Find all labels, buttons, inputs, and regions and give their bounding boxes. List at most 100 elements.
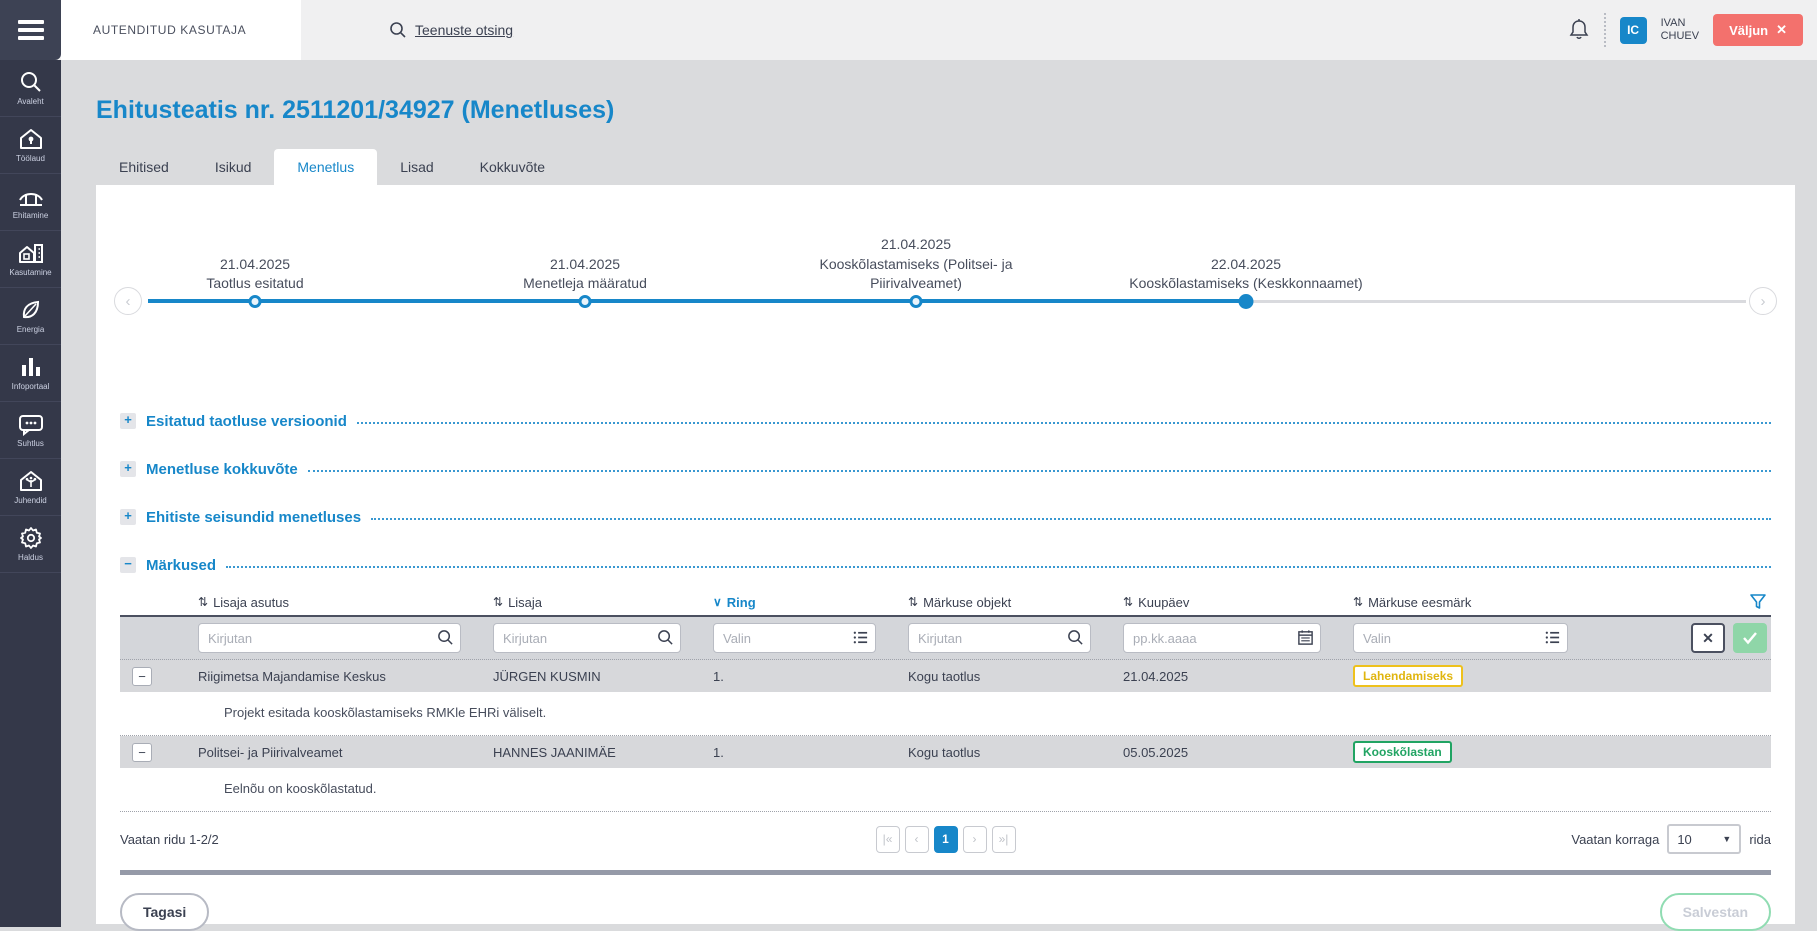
timeline-next-button[interactable]: ›: [1749, 287, 1777, 315]
first-page-button[interactable]: |«: [876, 826, 900, 853]
column-header-lisaja[interactable]: ⇅Lisaja: [471, 595, 691, 610]
section-markused: − Märkused: [120, 541, 1771, 589]
gear-icon: [19, 526, 43, 550]
sidebar-item-energia[interactable]: Energia: [0, 288, 61, 345]
timeline-dot-done[interactable]: [249, 295, 262, 308]
sidebar-item-infoportaal[interactable]: Infoportaal: [0, 345, 61, 402]
sidebar-item-ehitamine[interactable]: Ehitamine: [0, 174, 61, 231]
dotted-leader: [226, 566, 1771, 568]
sidebar-item-juhendid[interactable]: Juhendid: [0, 459, 61, 516]
last-page-button[interactable]: »|: [992, 826, 1016, 853]
service-search-label: Teenuste otsing: [415, 22, 513, 38]
sidebar-item-haldus[interactable]: Haldus: [0, 516, 61, 573]
expand-icon[interactable]: +: [120, 461, 136, 477]
tab-kokkuvote[interactable]: Kokkuvõte: [457, 149, 568, 185]
cell-markuse-objekt: Kogu taotlus: [886, 745, 1101, 760]
sidebar-item-suhtlus[interactable]: Suhtlus: [0, 402, 61, 459]
filter-input-markuse-objekt[interactable]: [908, 623, 1091, 653]
search-icon: [1067, 629, 1084, 646]
tab-menetlus[interactable]: Menetlus: [274, 149, 377, 185]
collapse-row-button[interactable]: −: [132, 667, 152, 686]
sidebar-item-avaleht[interactable]: Avaleht: [0, 60, 61, 117]
tab-ehitised[interactable]: Ehitised: [96, 149, 192, 185]
logout-label: Väljun: [1729, 23, 1768, 38]
search-icon: [389, 21, 407, 39]
tab-isikud[interactable]: Isikud: [192, 149, 275, 185]
top-bar: AUTENDITUD KASUTAJA Teenuste otsing IC I…: [0, 0, 1817, 60]
expand-icon[interactable]: +: [120, 509, 136, 525]
section-esitatud-taotluse-versioonid: + Esitatud taotluse versioonid: [120, 397, 1771, 445]
timeline-milestone: 21.04.2025 Menetleja määratud: [475, 255, 695, 294]
filter-input-lisaja[interactable]: [493, 623, 681, 653]
timeline-track-completed: [148, 299, 1246, 303]
user-name: IVAN CHUEV: [1661, 17, 1700, 43]
column-header-markuse-objekt[interactable]: ⇅Märkuse objekt: [886, 595, 1101, 610]
tab-lisad[interactable]: Lisad: [377, 149, 456, 185]
timeline-milestone: 21.04.2025 Taotlus esitatud: [155, 255, 355, 294]
column-header-lisaja-asutus[interactable]: ⇅Lisaja asutus: [176, 595, 471, 610]
save-button[interactable]: Salvestan: [1660, 893, 1771, 931]
per-page-suffix: rida: [1749, 832, 1771, 847]
column-header-markuse-eesmark[interactable]: ⇅Märkuse eesmärk: [1331, 593, 1771, 611]
service-search-link[interactable]: Teenuste otsing: [389, 0, 513, 60]
dotted-leader: [371, 518, 1771, 520]
timeline-prev-button[interactable]: ‹: [114, 287, 142, 315]
left-sidebar: Avaleht Töölaud Ehitamine Kasutamine Ene…: [0, 60, 61, 927]
row-range-label: Vaatan ridu 1-2/2: [120, 832, 450, 847]
bar-chart-icon: [19, 355, 43, 379]
home-tools-icon: [18, 469, 44, 493]
section-menetluse-kokkuvote: + Menetluse kokkuvõte: [120, 445, 1771, 493]
timeline-dot-current[interactable]: [1239, 294, 1254, 309]
cell-kuupaev: 05.05.2025: [1101, 745, 1331, 760]
hamburger-menu-button[interactable]: [0, 0, 61, 60]
sort-icon: ⇅: [1123, 595, 1133, 609]
column-header-kuupaev[interactable]: ⇅Kuupäev: [1101, 595, 1331, 610]
sidebar-item-kasutamine[interactable]: Kasutamine: [0, 231, 61, 288]
page-1-button[interactable]: 1: [934, 826, 958, 853]
collapse-icon[interactable]: −: [120, 557, 136, 573]
logout-button[interactable]: Väljun ✕: [1713, 14, 1803, 46]
notifications-bell-icon[interactable]: [1568, 18, 1590, 42]
buildings-icon: [18, 241, 44, 265]
tab-bar: Ehitised Isikud Menetlus Lisad Kokkuvõte: [96, 149, 1817, 185]
top-right-group: IC IVAN CHUEV Väljun ✕: [1568, 0, 1817, 60]
search-icon: [437, 629, 454, 646]
apply-filters-button[interactable]: [1733, 623, 1767, 653]
expand-icon[interactable]: +: [120, 413, 136, 429]
cell-lisaja-asutus: Politsei- ja Piirivalveamet: [176, 745, 471, 760]
cell-lisaja: HANNES JAANIMÄE: [471, 745, 691, 760]
filter-input-lisaja-asutus[interactable]: [198, 623, 461, 653]
collapse-row-button[interactable]: −: [132, 743, 152, 762]
footer-actions: Tagasi Salvestan: [120, 893, 1771, 931]
process-timeline: ‹ › 21.04.2025 Taotlus esitatud 21.04.20…: [96, 185, 1795, 397]
list-icon: [852, 629, 869, 646]
next-page-button[interactable]: ›: [963, 826, 987, 853]
timeline-dot-done[interactable]: [579, 295, 592, 308]
table-row[interactable]: − Riigimetsa Majandamise Keskus JÜRGEN K…: [120, 660, 1771, 692]
dotted-leader: [357, 422, 1771, 424]
per-page-label: Vaatan korraga: [1571, 832, 1659, 847]
filter-date-kuupaev[interactable]: [1123, 623, 1321, 653]
authenticated-user-label: AUTENDITUD KASUTAJA: [93, 23, 246, 37]
row-comment: Eelnõu on kooskõlastatud.: [120, 768, 1771, 812]
clear-filters-button[interactable]: ✕: [1691, 623, 1725, 653]
chat-icon: [18, 412, 44, 436]
prev-page-button[interactable]: ‹: [905, 826, 929, 853]
column-header-ring[interactable]: ∨Ring: [691, 595, 886, 610]
timeline-dot-done[interactable]: [910, 295, 923, 308]
status-badge: Kooskõlastan: [1353, 741, 1452, 763]
close-icon: ✕: [1776, 22, 1787, 38]
sidebar-item-toolaud[interactable]: Töölaud: [0, 117, 61, 174]
cell-ring: 1.: [691, 745, 886, 760]
main-content: Ehitusteatis nr. 2511201/34927 (Menetlus…: [61, 60, 1817, 927]
back-button[interactable]: Tagasi: [120, 893, 209, 931]
filter-funnel-icon[interactable]: [1749, 593, 1767, 611]
vertical-divider: [1604, 13, 1606, 47]
filter-select-markuse-eesmark[interactable]: [1353, 623, 1568, 653]
table-row[interactable]: − Politsei- ja Piirivalveamet HANNES JAA…: [120, 736, 1771, 768]
user-avatar[interactable]: IC: [1620, 17, 1647, 44]
timeline-milestone: 21.04.2025 Kooskõlastamiseks (Politsei- …: [799, 235, 1034, 294]
per-page-select[interactable]: 10 ▼: [1667, 824, 1741, 854]
table-filter-row: ✕: [120, 617, 1771, 660]
leaf-icon: [19, 298, 43, 322]
